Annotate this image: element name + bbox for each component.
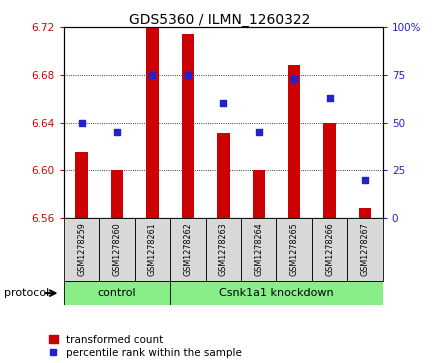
Text: GSM1278266: GSM1278266 <box>325 223 334 276</box>
Text: GSM1278259: GSM1278259 <box>77 223 86 277</box>
Bar <box>64 218 99 281</box>
Bar <box>359 208 371 218</box>
Text: GSM1278264: GSM1278264 <box>254 223 263 276</box>
Bar <box>170 218 205 281</box>
Bar <box>288 65 301 218</box>
Bar <box>217 133 230 218</box>
Text: GSM1278263: GSM1278263 <box>219 223 228 276</box>
Text: GDS5360 / ILMN_1260322: GDS5360 / ILMN_1260322 <box>129 13 311 27</box>
Bar <box>253 170 265 218</box>
Legend: transformed count, percentile rank within the sample: transformed count, percentile rank withi… <box>49 335 242 358</box>
Bar <box>182 34 194 218</box>
Point <box>149 72 156 78</box>
Point <box>255 129 262 135</box>
Point <box>184 72 191 78</box>
Text: GSM1278260: GSM1278260 <box>113 223 121 276</box>
Bar <box>99 218 135 281</box>
Bar <box>312 218 347 281</box>
Text: GSM1278267: GSM1278267 <box>360 223 370 277</box>
Bar <box>146 27 158 218</box>
Text: protocol: protocol <box>4 288 50 298</box>
Bar <box>323 123 336 218</box>
Text: GSM1278261: GSM1278261 <box>148 223 157 276</box>
Bar <box>75 152 88 218</box>
Bar <box>111 170 123 218</box>
Text: GSM1278265: GSM1278265 <box>290 223 299 277</box>
Point <box>114 129 121 135</box>
Bar <box>135 218 170 281</box>
Text: control: control <box>98 288 136 298</box>
Point <box>326 95 333 101</box>
Text: GSM1278262: GSM1278262 <box>183 223 192 277</box>
Text: Csnk1a1 knockdown: Csnk1a1 knockdown <box>219 288 334 298</box>
Point <box>291 76 298 82</box>
Bar <box>170 281 383 305</box>
Point <box>78 119 85 125</box>
Point <box>362 177 369 183</box>
Bar <box>347 218 383 281</box>
Bar <box>64 281 170 305</box>
Bar <box>241 218 276 281</box>
Bar <box>276 218 312 281</box>
Bar <box>205 218 241 281</box>
Point <box>220 101 227 106</box>
